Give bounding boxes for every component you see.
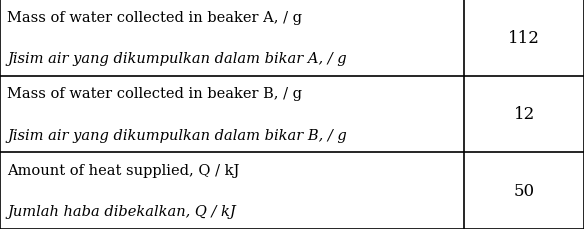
Text: Mass of water collected in beaker A, / g: Mass of water collected in beaker A, / g [7, 11, 302, 25]
Text: Jisim air yang dikumpulkan dalam bikar B, / g: Jisim air yang dikumpulkan dalam bikar B… [7, 128, 347, 142]
Text: Jisim air yang dikumpulkan dalam bikar A, / g: Jisim air yang dikumpulkan dalam bikar A… [7, 52, 347, 66]
Text: Jumlah haba dibekalkan, Q / kJ: Jumlah haba dibekalkan, Q / kJ [7, 204, 236, 218]
Text: 12: 12 [513, 106, 535, 123]
Text: Amount of heat supplied, Q / kJ: Amount of heat supplied, Q / kJ [7, 163, 239, 177]
Text: Mass of water collected in beaker B, / g: Mass of water collected in beaker B, / g [7, 87, 302, 101]
Text: 112: 112 [508, 30, 540, 47]
Text: 50: 50 [513, 182, 535, 199]
